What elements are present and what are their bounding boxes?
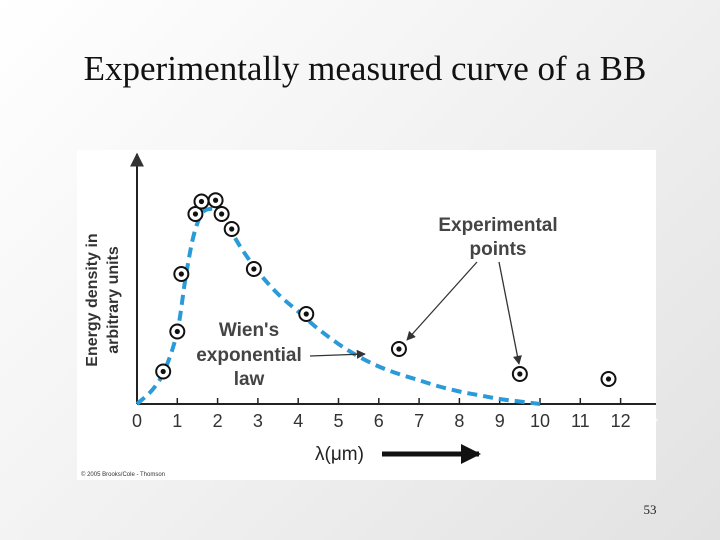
annotation-experimental-line-2: points [470, 239, 527, 260]
data-point [245, 261, 262, 277]
x-tick-label: 12 [611, 411, 631, 431]
x-tick-label: 0 [132, 411, 142, 431]
data-point [207, 192, 224, 209]
data-point [187, 206, 204, 222]
x-ticks: 0 1 2 3 4 5 6 7 8 9 10 11 12 [132, 398, 631, 431]
x-tick-label: 3 [253, 411, 263, 431]
x-tick-label: 10 [530, 411, 550, 431]
x-tick-label: 2 [213, 411, 223, 431]
annotation-arrow-to-point-6-5 [406, 261, 478, 341]
copyright-text: © 2005 Brooks/Cole - Thomson [81, 471, 165, 478]
experimental-points [155, 192, 617, 387]
annotation-arrow-to-curve [309, 349, 366, 359]
x-tick-label: 9 [495, 411, 505, 431]
slide-number: 53 [643, 502, 657, 517]
annotation-experimental-line-1: Experimental [438, 215, 557, 236]
wien-curve [135, 206, 541, 406]
data-point [173, 266, 190, 282]
data-point [298, 306, 315, 322]
x-axis-label: λ(μm) [315, 444, 364, 465]
slide-title: Experimentally measured curve of a BB [83, 49, 647, 88]
x-tick-label: 6 [374, 411, 384, 431]
annotation-wien-line-1: Wien's [219, 320, 279, 341]
annotation-wien-line-2: exponential [196, 345, 302, 366]
annotation-arrow-to-point-9-5 [498, 261, 522, 365]
x-tick-label: 7 [414, 411, 424, 431]
x-tick-label: 4 [293, 411, 303, 431]
data-point [223, 221, 240, 237]
x-tick-label: 1 [172, 411, 182, 431]
data-point [155, 363, 172, 380]
data-point [169, 323, 186, 340]
data-point [390, 341, 407, 357]
y-axis-label-line-1: Energy density in [84, 233, 101, 366]
x-tick-label: 8 [454, 411, 464, 431]
data-point [193, 193, 210, 210]
data-point [213, 206, 230, 222]
data-point [600, 371, 617, 387]
data-point [511, 366, 528, 382]
x-tick-label: 11 [571, 411, 590, 431]
x-tick-label: 5 [333, 411, 343, 431]
y-axis-label-line-2: arbitrary units [105, 246, 122, 354]
annotation-wien-line-3: law [234, 369, 265, 390]
